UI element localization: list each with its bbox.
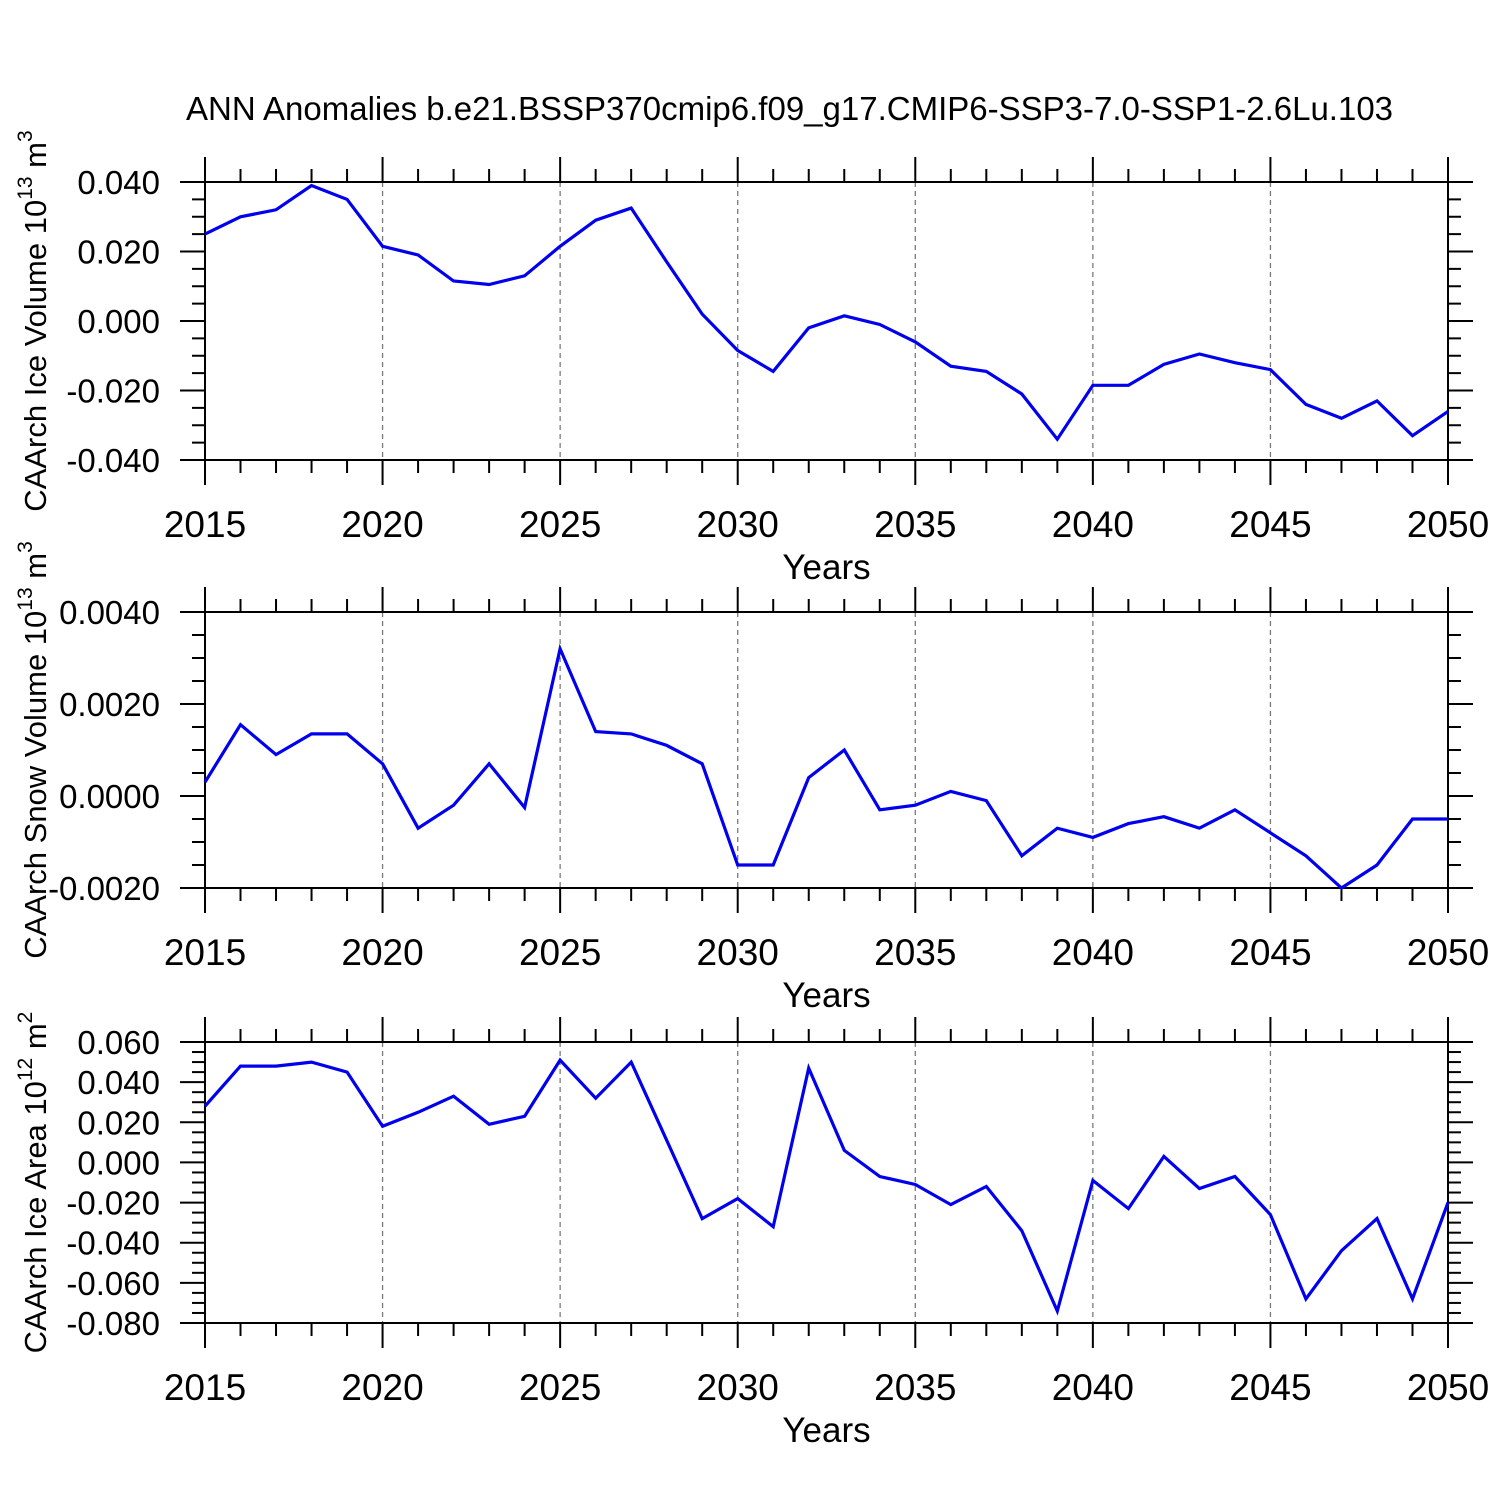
svg-text:2035: 2035 [874, 932, 956, 973]
svg-text:2020: 2020 [341, 932, 423, 973]
x-tick-labels: 2015 2020 2025 2030 2035 2040 2045 2050 [164, 504, 1489, 545]
x-axis-title: Years [782, 1411, 870, 1450]
svg-text:0.0000: 0.0000 [59, 778, 160, 815]
svg-text:-0.020: -0.020 [66, 1185, 160, 1222]
svg-text:0.060: 0.060 [77, 1024, 160, 1061]
svg-text:2015: 2015 [164, 1367, 246, 1408]
y-axis-title: CAArch Ice Volume 1013 m3 [14, 130, 53, 511]
axis-ticks [180, 1017, 1473, 1348]
gridlines [381, 1042, 1272, 1323]
svg-text:2020: 2020 [341, 504, 423, 545]
axis-ticks [180, 587, 1473, 913]
svg-text:2035: 2035 [874, 1367, 956, 1408]
svg-text:2045: 2045 [1229, 504, 1311, 545]
x-axis-title: Years [782, 548, 870, 587]
svg-text:2030: 2030 [697, 1367, 779, 1408]
svg-text:-0.020: -0.020 [66, 373, 160, 410]
plot-frame [204, 611, 1449, 889]
series-line [204, 183, 1449, 442]
svg-text:0.040: 0.040 [77, 164, 160, 201]
y-tick-labels: 0.0040 0.0020 0.0000 -0.0020 [48, 594, 160, 907]
svg-text:0.0040: 0.0040 [59, 594, 160, 631]
x-axis-title: Years [782, 976, 870, 1015]
series-line [203, 643, 1448, 891]
svg-text:2050: 2050 [1407, 932, 1489, 973]
svg-text:-0.0020: -0.0020 [48, 870, 160, 907]
svg-text:0.040: 0.040 [77, 1064, 160, 1101]
x-tick-labels: 2015 2020 2025 2030 2035 2040 2045 2050 [164, 1367, 1489, 1408]
svg-text:0.000: 0.000 [77, 1144, 160, 1181]
svg-text:2040: 2040 [1052, 504, 1134, 545]
svg-text:0.0020: 0.0020 [59, 686, 160, 723]
svg-text:2045: 2045 [1229, 1367, 1311, 1408]
svg-text:2025: 2025 [519, 1367, 601, 1408]
svg-text:2030: 2030 [697, 932, 779, 973]
svg-text:2045: 2045 [1229, 932, 1311, 973]
svg-text:2020: 2020 [341, 1367, 423, 1408]
axis-ticks [180, 157, 1473, 485]
svg-text:2025: 2025 [519, 504, 601, 545]
svg-text:2040: 2040 [1052, 932, 1134, 973]
svg-text:2040: 2040 [1052, 1367, 1134, 1408]
svg-text:2015: 2015 [164, 932, 246, 973]
svg-text:0.000: 0.000 [77, 303, 160, 340]
y-axis-title: CAArch Ice Area 1012 m2 [14, 1012, 53, 1354]
svg-text:-0.060: -0.060 [66, 1265, 160, 1302]
svg-text:2025: 2025 [519, 932, 601, 973]
svg-text:0.020: 0.020 [77, 234, 160, 271]
gridlines [381, 182, 1272, 460]
svg-text:2035: 2035 [874, 504, 956, 545]
y-axis-title: CAArch Snow Volume 1013 m3 [14, 541, 53, 959]
svg-text:-0.040: -0.040 [66, 1225, 160, 1262]
figure-title: ANN Anomalies b.e21.BSSP370cmip6.f09_g17… [186, 90, 1394, 127]
y-tick-labels: 0.040 0.020 0.000 -0.020 -0.040 [66, 164, 160, 479]
svg-text:0.020: 0.020 [77, 1104, 160, 1141]
svg-text:2050: 2050 [1407, 504, 1489, 545]
svg-text:-0.040: -0.040 [66, 442, 160, 479]
series-line [203, 1057, 1450, 1316]
svg-text:2030: 2030 [697, 504, 779, 545]
svg-text:2015: 2015 [164, 504, 246, 545]
gridlines [381, 612, 1272, 888]
svg-text:2050: 2050 [1407, 1367, 1489, 1408]
svg-text:-0.080: -0.080 [66, 1305, 160, 1342]
plot-frame [204, 1041, 1449, 1324]
x-tick-labels: 2015 2020 2025 2030 2035 2040 2045 2050 [164, 932, 1489, 973]
